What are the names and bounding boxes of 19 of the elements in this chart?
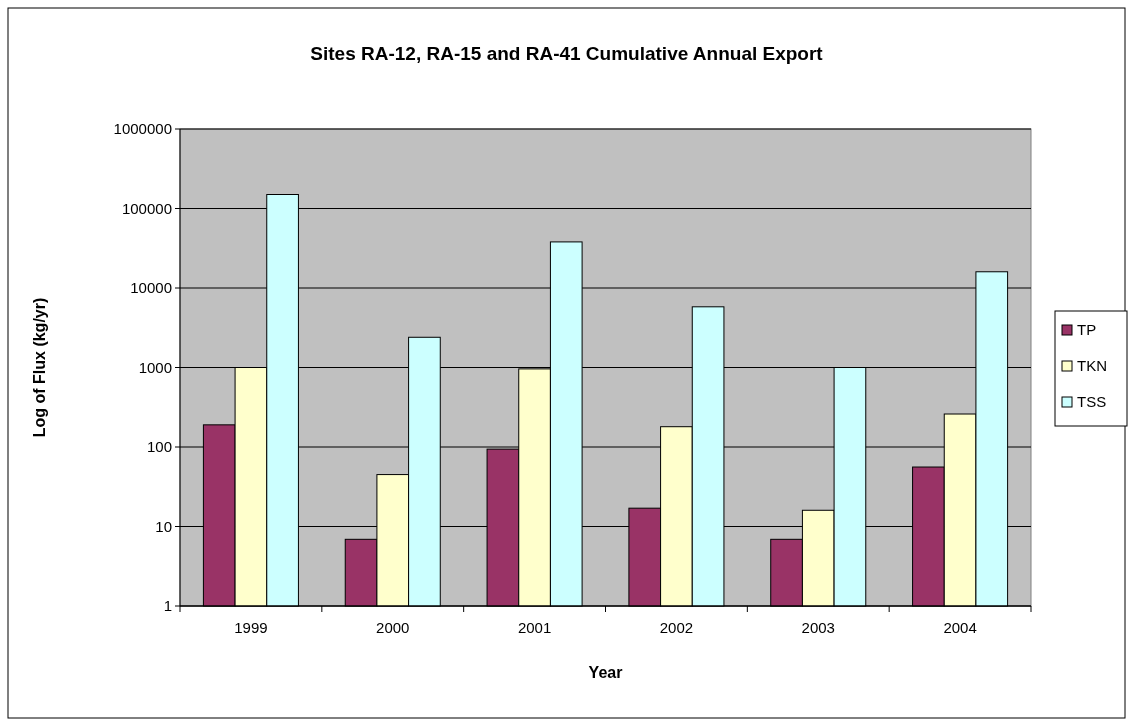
x-axis-title: Year [588, 664, 623, 681]
y-tick-label: 1000000 [113, 120, 172, 138]
y-tick-label: 1000 [138, 358, 172, 376]
x-tick-label: 2000 [376, 619, 410, 636]
y-tick-label: 10 [155, 517, 172, 535]
x-tick-label: 2003 [801, 619, 835, 636]
y-tick-label: 100000 [121, 199, 172, 217]
x-tick-label: 2002 [659, 619, 694, 636]
legend-label: TKN [1077, 357, 1107, 375]
chart-title: Sites RA-12, RA-15 and RA-41 Cumulative Annual Export [310, 43, 824, 64]
y-tick-label: 1 [163, 597, 172, 615]
legend-label: TSS [1077, 393, 1107, 411]
y-tick-label: 10000 [130, 279, 172, 297]
x-tick-label: 1999 [234, 619, 268, 636]
y-tick-label: 100 [146, 438, 172, 456]
x-tick-label: 2001 [517, 619, 552, 636]
y-axis-title: Log of Flux (kg/yr) [31, 297, 48, 438]
x-tick-label: 2004 [943, 619, 977, 636]
legend-label: TP [1077, 321, 1097, 339]
